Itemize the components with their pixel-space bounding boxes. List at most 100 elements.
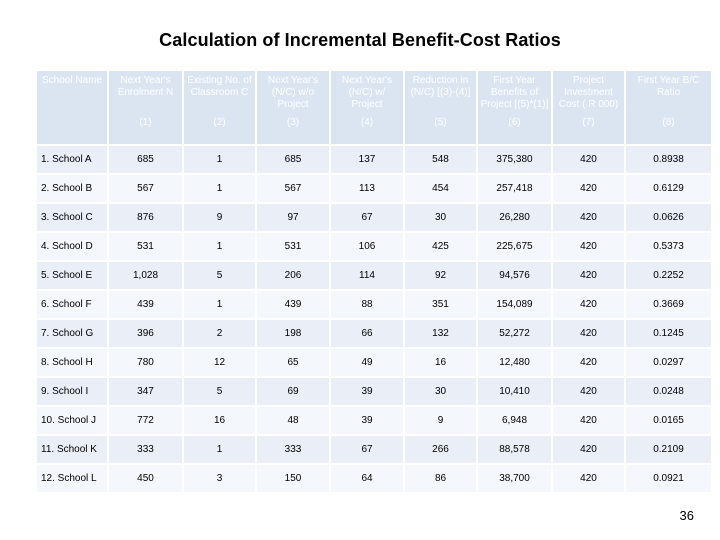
table-cell: 333 — [257, 436, 331, 465]
table-cell: 132 — [405, 320, 478, 349]
table-cell: 450 — [109, 465, 184, 494]
table-cell: 685 — [109, 146, 184, 175]
table-cell: 30 — [405, 378, 478, 407]
table-cell: 137 — [331, 146, 405, 175]
table-cell: 5 — [184, 378, 257, 407]
table-cell: 0.1245 — [626, 320, 711, 349]
table-cell: 375,380 — [478, 146, 553, 175]
table-cell: 266 — [405, 436, 478, 465]
table-row: 9. School I 347 5 69 39 30 10,410 420 0.0248 — [37, 378, 711, 407]
table-row: 5. School E 1,028 5 206 114 92 94,576 420 0.2252 — [37, 262, 711, 291]
school-name-cell: 1. School A — [37, 146, 109, 175]
table-cell: 2 — [184, 320, 257, 349]
table-cell: 0.3669 — [626, 291, 711, 320]
table-cell: 39 — [331, 407, 405, 436]
column-header: Next Year's (N/C) w/o Project (3) — [257, 71, 331, 146]
table-cell: 198 — [257, 320, 331, 349]
table-cell: 1 — [184, 291, 257, 320]
table-cell: 1,028 — [109, 262, 184, 291]
school-name-cell: 7. School G — [37, 320, 109, 349]
table-cell: 420 — [553, 349, 626, 378]
table-cell: 52,272 — [478, 320, 553, 349]
table-cell: 420 — [553, 320, 626, 349]
table-cell: 420 — [553, 291, 626, 320]
table-cell: 113 — [331, 175, 405, 204]
table-cell: 69 — [257, 378, 331, 407]
table-cell: 5 — [184, 262, 257, 291]
table-row: 12. School L 450 3 150 64 86 38,700 420 0.0921 — [37, 465, 711, 494]
table-cell: 39 — [331, 378, 405, 407]
table-cell: 333 — [109, 436, 184, 465]
table-cell: 106 — [331, 233, 405, 262]
school-name-cell: 10. School J — [37, 407, 109, 436]
table-cell: 420 — [553, 175, 626, 204]
table-cell: 0.6129 — [626, 175, 711, 204]
column-header: Next Year's (N/C) w/ Project (4) — [331, 71, 405, 146]
table-cell: 780 — [109, 349, 184, 378]
table-cell: 48 — [257, 407, 331, 436]
table-cell: 347 — [109, 378, 184, 407]
school-name-cell: 2. School B — [37, 175, 109, 204]
table-cell: 150 — [257, 465, 331, 494]
table-cell: 49 — [331, 349, 405, 378]
table-cell: 420 — [553, 233, 626, 262]
benefit-cost-table: School Name Next Year's Enrolment N (1) E… — [37, 71, 711, 494]
table-cell: 86 — [405, 465, 478, 494]
school-name-cell: 4. School D — [37, 233, 109, 262]
table-cell: 92 — [405, 262, 478, 291]
table-cell: 9 — [184, 204, 257, 233]
column-header: Reduction in (N/C) [(3)-(4)] (5) — [405, 71, 478, 146]
table-cell: 67 — [331, 436, 405, 465]
table-cell: 26,280 — [478, 204, 553, 233]
table-cell: 38,700 — [478, 465, 553, 494]
table-cell: 531 — [257, 233, 331, 262]
school-name-cell: 11. School K — [37, 436, 109, 465]
table-row: 4. School D 531 1 531 106 425 225,675 420 0.5373 — [37, 233, 711, 262]
table-cell: 97 — [257, 204, 331, 233]
table-cell: 548 — [405, 146, 478, 175]
table-cell: 9 — [405, 407, 478, 436]
table-cell: 0.0297 — [626, 349, 711, 378]
table-cell: 772 — [109, 407, 184, 436]
table-cell: 206 — [257, 262, 331, 291]
table-cell: 225,675 — [478, 233, 553, 262]
table-row: 11. School K 333 1 333 67 266 88,578 420 0.2109 — [37, 436, 711, 465]
table-row: 3. School C 876 9 97 67 30 26,280 420 0.0626 — [37, 204, 711, 233]
table-cell: 420 — [553, 436, 626, 465]
table-cell: 1 — [184, 233, 257, 262]
table-row: 1. School A 685 1 685 137 548 375,380 420 0.8938 — [37, 146, 711, 175]
table-cell: 425 — [405, 233, 478, 262]
table-cell: 396 — [109, 320, 184, 349]
column-header: School Name — [37, 71, 109, 146]
table-cell: 16 — [405, 349, 478, 378]
table-cell: 0.0921 — [626, 465, 711, 494]
table-body: 1. School A 685 1 685 137 548 375,380 420 0.8938… — [37, 146, 711, 494]
table-row: 8. School H 780 12 65 49 16 12,480 420 0.0297 — [37, 349, 711, 378]
table-cell: 567 — [109, 175, 184, 204]
table-cell: 6,948 — [478, 407, 553, 436]
table-cell: 420 — [553, 204, 626, 233]
table-cell: 154,089 — [478, 291, 553, 320]
school-name-cell: 9. School I — [37, 378, 109, 407]
school-name-cell: 5. School E — [37, 262, 109, 291]
table-header-row: School Name Next Year's Enrolment N (1) E… — [37, 71, 711, 146]
column-header: First Year Benefits of Project [(5)*(1)]… — [478, 71, 553, 146]
table-cell: 16 — [184, 407, 257, 436]
table-cell: 454 — [405, 175, 478, 204]
table-cell: 439 — [257, 291, 331, 320]
table-cell: 12 — [184, 349, 257, 378]
column-header: First Year B/C Ratio (8) — [626, 71, 711, 146]
table-cell: 420 — [553, 262, 626, 291]
table-cell: 30 — [405, 204, 478, 233]
table-cell: 567 — [257, 175, 331, 204]
table-cell: 0.2109 — [626, 436, 711, 465]
table-cell: 114 — [331, 262, 405, 291]
table-cell: 0.2252 — [626, 262, 711, 291]
table-cell: 3 — [184, 465, 257, 494]
page-number: 36 — [679, 508, 694, 523]
table-cell: 88 — [331, 291, 405, 320]
table-cell: 67 — [331, 204, 405, 233]
table-cell: 531 — [109, 233, 184, 262]
table-row: 7. School G 396 2 198 66 132 52,272 420 0.1245 — [37, 320, 711, 349]
table-cell: 10,410 — [478, 378, 553, 407]
